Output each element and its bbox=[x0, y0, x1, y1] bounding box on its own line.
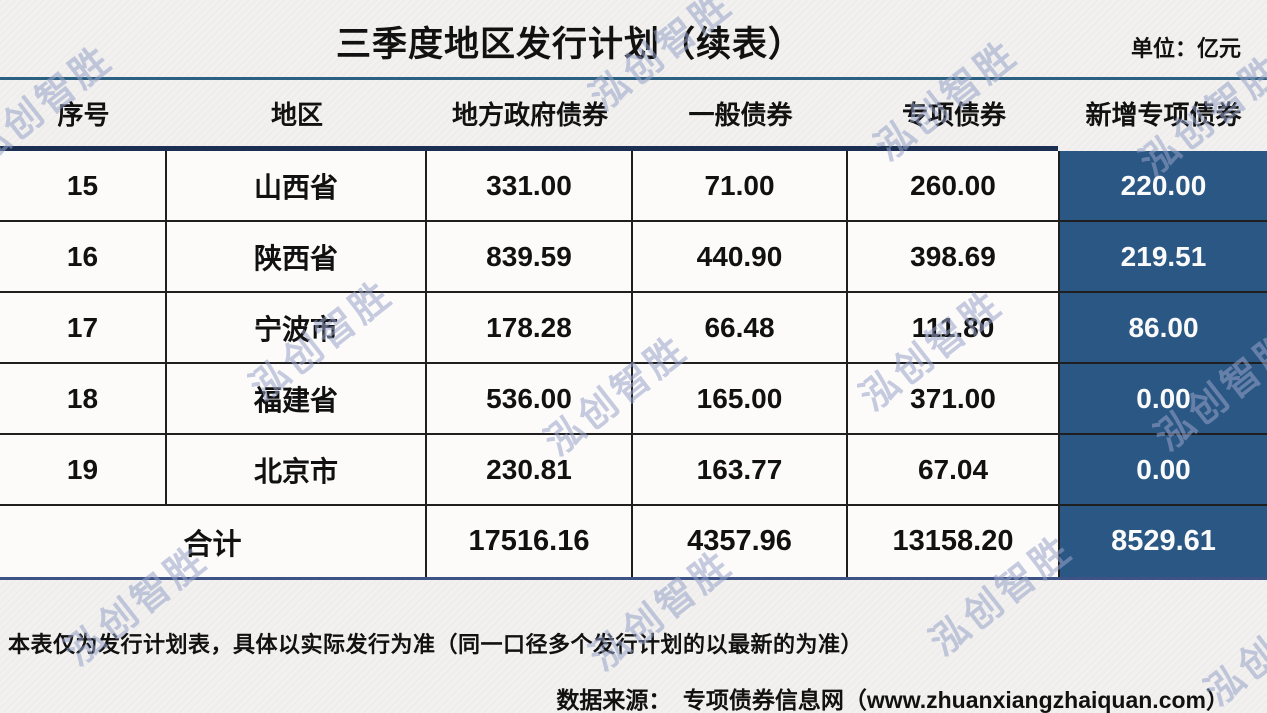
cell-special: 67.04 bbox=[848, 435, 1060, 506]
cell-general: 440.90 bbox=[633, 222, 848, 293]
table-row: 18 福建省 536.00 165.00 371.00 0.00 bbox=[0, 364, 1267, 435]
cell-new-special: 0.00 bbox=[1060, 435, 1267, 506]
cell-index: 15 bbox=[0, 151, 167, 222]
cell-region: 陕西省 bbox=[167, 222, 427, 293]
column-header-general-bonds: 一般债券 bbox=[688, 99, 793, 130]
cell-general: 4357.96 bbox=[633, 506, 848, 577]
cell-special: 371.00 bbox=[848, 364, 1060, 435]
page-title: 三季度地区发行计划（续表） bbox=[335, 25, 804, 64]
bottom-rule bbox=[0, 577, 1267, 580]
cell-local-gov: 178.28 bbox=[427, 293, 633, 364]
table-header-row: 序号 地区 地方政府债券 一般债券 专项债券 新增专项债券 bbox=[0, 80, 1267, 146]
cell-new-special: 0.00 bbox=[1060, 364, 1267, 435]
cell-region: 宁波市 bbox=[167, 293, 427, 364]
table-row: 15 山西省 331.00 71.00 260.00 220.00 bbox=[0, 151, 1267, 222]
cell-region: 福建省 bbox=[167, 364, 427, 435]
cell-local-gov: 331.00 bbox=[427, 151, 633, 222]
cell-new-special: 219.51 bbox=[1060, 222, 1267, 293]
column-header-index: 序号 bbox=[57, 99, 110, 130]
table-row: 17 宁波市 178.28 66.48 111.80 86.00 bbox=[0, 293, 1267, 364]
cell-new-special: 86.00 bbox=[1060, 293, 1267, 364]
cell-special: 398.69 bbox=[848, 222, 1060, 293]
cell-local-gov: 17516.16 bbox=[427, 506, 633, 577]
cell-region: 北京市 bbox=[167, 435, 427, 506]
column-header-region: 地区 bbox=[270, 99, 323, 130]
cell-new-special: 8529.61 bbox=[1060, 506, 1267, 577]
cell-local-gov: 536.00 bbox=[427, 364, 633, 435]
column-header-new-special-bonds: 新增专项债券 bbox=[1085, 99, 1242, 130]
cell-general: 165.00 bbox=[633, 364, 848, 435]
source-url: www.zhuanxiangzhaiquan.com bbox=[866, 687, 1206, 713]
unit-label: 单位：亿元 bbox=[1130, 36, 1241, 61]
data-source-line: 数据来源： 专项债券信息网（www.zhuanxiangzhaiquan.com… bbox=[556, 681, 1229, 713]
cell-new-special: 220.00 bbox=[1060, 151, 1267, 222]
column-header-special-bonds: 专项债券 bbox=[901, 99, 1006, 130]
cell-index: 16 bbox=[0, 222, 167, 293]
cell-total-label: 合计 bbox=[0, 506, 427, 577]
table-body: 15 山西省 331.00 71.00 260.00 220.00 16 陕西省… bbox=[0, 151, 1267, 577]
source-suffix: ） bbox=[1206, 687, 1229, 713]
cell-general: 66.48 bbox=[633, 293, 848, 364]
column-header-local-gov-bonds: 地方政府债券 bbox=[451, 99, 608, 130]
disclaimer-note: 本表仅为发行计划表，具体以实际发行为准（同一口径多个发行计划的以最新的为准） bbox=[8, 632, 864, 657]
top-rule bbox=[0, 77, 1267, 80]
table-total-row: 合计 17516.16 4357.96 13158.20 8529.61 bbox=[0, 506, 1267, 577]
cell-special: 260.00 bbox=[848, 151, 1060, 222]
header-divider-rule bbox=[0, 146, 1058, 151]
cell-special: 111.80 bbox=[848, 293, 1060, 364]
cell-general: 163.77 bbox=[633, 435, 848, 506]
cell-index: 17 bbox=[0, 293, 167, 364]
cell-region: 山西省 bbox=[167, 151, 427, 222]
source-prefix: 数据来源： 专项债券信息网（ bbox=[556, 687, 867, 713]
table-row: 16 陕西省 839.59 440.90 398.69 219.51 bbox=[0, 222, 1267, 293]
cell-index: 18 bbox=[0, 364, 167, 435]
cell-general: 71.00 bbox=[633, 151, 848, 222]
cell-local-gov: 839.59 bbox=[427, 222, 633, 293]
cell-special: 13158.20 bbox=[848, 506, 1060, 577]
cell-index: 19 bbox=[0, 435, 167, 506]
cell-local-gov: 230.81 bbox=[427, 435, 633, 506]
table-row: 19 北京市 230.81 163.77 67.04 0.00 bbox=[0, 435, 1267, 506]
